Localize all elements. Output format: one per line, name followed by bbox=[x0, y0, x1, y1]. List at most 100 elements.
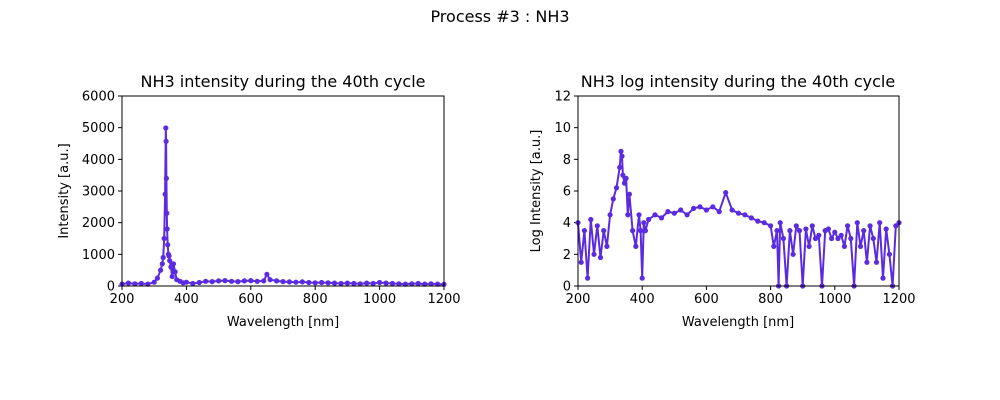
intensity-data-point bbox=[169, 273, 175, 280]
log-intensity-data-point bbox=[697, 204, 703, 210]
intensity-data-point bbox=[161, 235, 167, 242]
log-intensity-data-point bbox=[607, 212, 613, 218]
log-intensity-data-point bbox=[642, 228, 649, 234]
log-intensity-data-point bbox=[873, 259, 880, 265]
figure-suptitle: Process #3 : NH3 bbox=[430, 7, 569, 26]
log-intensity-data-point bbox=[780, 235, 787, 242]
log-intensity-data-point bbox=[594, 223, 600, 229]
log-intensity-data-point bbox=[671, 210, 677, 216]
intensity-data-point bbox=[235, 279, 241, 285]
log-intensity-data-point bbox=[578, 259, 584, 265]
intensity-data-point bbox=[163, 175, 169, 181]
intensity-data-point bbox=[274, 278, 280, 284]
log-intensity-data-point bbox=[658, 215, 665, 221]
log-intensity-data-point bbox=[893, 223, 899, 229]
log-intensity-data-point bbox=[841, 243, 848, 249]
log-intensity-data-point bbox=[787, 228, 793, 234]
intensity-y-axis-label: Intensity [a.u.] bbox=[57, 143, 72, 238]
intensity-data-point bbox=[264, 271, 270, 277]
intensity-data-point bbox=[280, 279, 286, 285]
intensity-y-tick-label: 2000 bbox=[82, 216, 115, 231]
intensity-data-point bbox=[166, 253, 172, 259]
log-intensity-x-tick-label: 400 bbox=[630, 292, 655, 307]
log-intensity-data-point bbox=[597, 254, 604, 261]
log-intensity-data-point bbox=[703, 207, 710, 213]
log-intensity-data-point bbox=[591, 251, 597, 257]
intensity-data-point bbox=[165, 242, 171, 248]
intensity-data-point bbox=[162, 191, 168, 197]
intensity-data-point bbox=[261, 278, 267, 284]
intensity-y-tick-label: 5000 bbox=[82, 121, 115, 136]
intensity-data-point bbox=[286, 279, 292, 285]
intensity-data-point bbox=[331, 280, 338, 286]
intensity-x-tick-label: 400 bbox=[174, 292, 199, 307]
log-intensity-data-point bbox=[803, 226, 809, 232]
log-intensity-data-point bbox=[825, 226, 832, 232]
intensity-x-tick-label: 1000 bbox=[363, 292, 396, 307]
intensity-data-point bbox=[154, 275, 160, 281]
intensity-data-point bbox=[164, 226, 170, 232]
log-intensity-data-point bbox=[790, 251, 796, 257]
intensity-data-point bbox=[254, 278, 260, 284]
intensity-data-point bbox=[306, 279, 312, 286]
log-intensity-x-tick-label: 600 bbox=[694, 292, 719, 307]
log-intensity-data-point bbox=[806, 243, 812, 249]
intensity-data-point bbox=[125, 280, 131, 286]
log-intensity-data-point bbox=[619, 153, 625, 159]
log-intensity-data-point bbox=[857, 243, 864, 249]
log-intensity-data-point bbox=[621, 180, 628, 186]
log-intensity-y-tick-label: 12 bbox=[554, 90, 571, 105]
intensity-data-point bbox=[422, 281, 428, 287]
intensity-data-point bbox=[364, 280, 370, 286]
log-intensity-data-point bbox=[678, 207, 684, 213]
log-intensity-data-point bbox=[870, 235, 876, 242]
log-intensity-panel: NH3 log intensity during the 40th cycle … bbox=[529, 72, 916, 330]
log-intensity-data-point bbox=[625, 212, 631, 218]
log-intensity-data-point bbox=[613, 185, 620, 191]
intensity-data-point bbox=[163, 125, 169, 131]
log-intensity-data-point bbox=[867, 223, 873, 229]
log-intensity-data-point bbox=[832, 229, 838, 235]
intensity-data-point bbox=[248, 278, 254, 284]
intensity-data-point bbox=[138, 280, 144, 287]
log-intensity-data-point bbox=[610, 196, 616, 202]
log-intensity-data-point bbox=[710, 204, 716, 210]
intensity-x-axis-label: Wavelength [nm] bbox=[227, 315, 339, 330]
log-intensity-data-point bbox=[864, 259, 870, 265]
log-intensity-data-point bbox=[880, 275, 886, 281]
log-intensity-data-point bbox=[646, 216, 652, 223]
log-intensity-data-point bbox=[748, 215, 754, 221]
log-intensity-axes-frame bbox=[577, 95, 900, 287]
log-intensity-y-tick-label: 8 bbox=[563, 153, 571, 168]
log-intensity-data-point bbox=[774, 228, 780, 234]
intensity-y-tick-label: 4000 bbox=[82, 153, 115, 168]
intensity-data-point bbox=[383, 280, 389, 286]
log-intensity-data-point bbox=[742, 212, 748, 218]
log-intensity-data-point bbox=[729, 207, 735, 213]
log-intensity-x-tick-label: 200 bbox=[566, 292, 591, 307]
intensity-y-tick-label: 3000 bbox=[82, 185, 115, 200]
log-intensity-data-point bbox=[601, 228, 607, 234]
intensity-data-point bbox=[299, 279, 305, 285]
intensity-data-point bbox=[163, 138, 169, 144]
log-intensity-data-point bbox=[812, 235, 819, 242]
log-intensity-data-point bbox=[735, 210, 742, 216]
intensity-data-point bbox=[377, 279, 383, 286]
intensity-data-point bbox=[145, 281, 151, 287]
intensity-y-tick-label: 6000 bbox=[82, 90, 115, 105]
log-intensity-data-point bbox=[829, 235, 835, 242]
intensity-data-point bbox=[164, 210, 170, 216]
log-intensity-x-axis-label: Wavelength [nm] bbox=[682, 315, 794, 330]
intensity-data-point bbox=[389, 280, 396, 287]
intensity-data-point bbox=[170, 261, 177, 267]
log-intensity-data-point bbox=[684, 212, 690, 218]
intensity-data-point bbox=[344, 280, 350, 286]
intensity-data-point bbox=[241, 278, 247, 284]
log-intensity-data-point bbox=[581, 228, 588, 234]
log-intensity-y-tick-label: 4 bbox=[563, 216, 571, 231]
intensity-data-point bbox=[158, 267, 164, 273]
log-intensity-data-point bbox=[617, 164, 623, 170]
log-intensity-data-point bbox=[809, 223, 815, 229]
log-intensity-data-point bbox=[796, 228, 803, 234]
